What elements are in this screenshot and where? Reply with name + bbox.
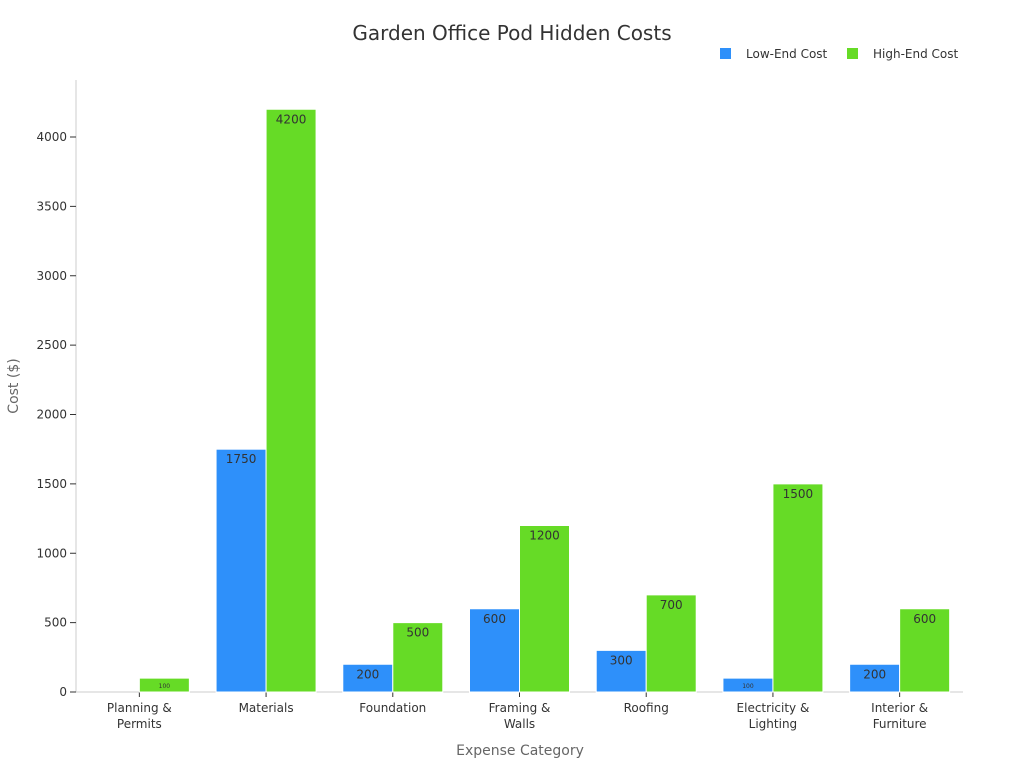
y-tick-label: 1000 (36, 546, 67, 560)
bar-value-label: 700 (660, 598, 683, 612)
bar-low-3 (469, 608, 520, 693)
y-tick-label: 3000 (36, 269, 67, 283)
x-tick-label: Interior & (871, 701, 928, 715)
chart-title: Garden Office Pod Hidden Costs (352, 21, 671, 45)
bar-value-label: 600 (483, 612, 506, 626)
x-tick-label: Furniture (873, 717, 927, 731)
bar-value-label: 1500 (783, 487, 814, 501)
bar-high-5 (772, 483, 824, 693)
bar-high-4 (645, 594, 697, 693)
bar-value-label: 1200 (529, 529, 560, 543)
x-tick-label: Planning & (107, 701, 172, 715)
y-tick-label: 4000 (36, 130, 67, 144)
x-tick-label: Walls (504, 717, 535, 731)
bar-high-3 (519, 525, 570, 693)
bar-low-6 (849, 663, 901, 693)
x-axis: Planning & Permits Materials Foundation Fram… (76, 691, 963, 731)
bar-value-label: 100 (742, 683, 754, 690)
y-tick-label: 500 (44, 616, 67, 630)
x-tick-label: Roofing (624, 701, 669, 715)
legend: Low-End Cost High-End Cost (720, 47, 959, 61)
bar-value-label: 300 (610, 653, 633, 667)
bar-value-label: 200 (863, 667, 886, 681)
bar-low-1 (215, 448, 267, 693)
legend-swatch-0 (720, 48, 731, 59)
x-tick-label: Permits (117, 717, 162, 731)
x-tick-label: Lighting (749, 717, 798, 731)
y-tick-label: 2500 (36, 338, 67, 352)
x-axis-label: Expense Category (456, 743, 584, 759)
bar-high-6 (899, 608, 951, 693)
x-tick-label: Framing & (489, 701, 551, 715)
bar-value-label: 1750 (226, 452, 257, 466)
y-axis-label: Cost ($) (6, 358, 22, 413)
y-tick-label: 0 (59, 685, 67, 699)
x-tick-label: Foundation (359, 701, 426, 715)
y-tick-label: 1500 (36, 477, 67, 491)
legend-label-0: Low-End Cost (746, 47, 828, 61)
bar-value-label: 100 (159, 683, 171, 690)
bar-high-2 (392, 622, 444, 693)
value-labels: 1750 200 600 300 100 200 100 4200 500 1200 700 1500… (159, 112, 936, 690)
bar-value-label: 600 (913, 612, 936, 626)
y-axis: 0 500 1000 1500 2000 2500 3000 3500 4000 (36, 80, 77, 699)
bars (138, 108, 951, 693)
y-tick-label: 2000 (36, 408, 67, 422)
bar-high-0 (138, 677, 190, 693)
y-tick-label: 3500 (36, 199, 67, 213)
x-tick-label: Materials (239, 701, 294, 715)
bar-value-label: 4200 (276, 112, 307, 126)
bar-value-label: 500 (406, 626, 429, 640)
x-tick-label: Electricity & (737, 701, 810, 715)
legend-label-1: High-End Cost (873, 47, 959, 61)
bar-high-1 (265, 108, 317, 693)
legend-swatch-1 (847, 48, 858, 59)
bar-value-label: 200 (356, 667, 379, 681)
